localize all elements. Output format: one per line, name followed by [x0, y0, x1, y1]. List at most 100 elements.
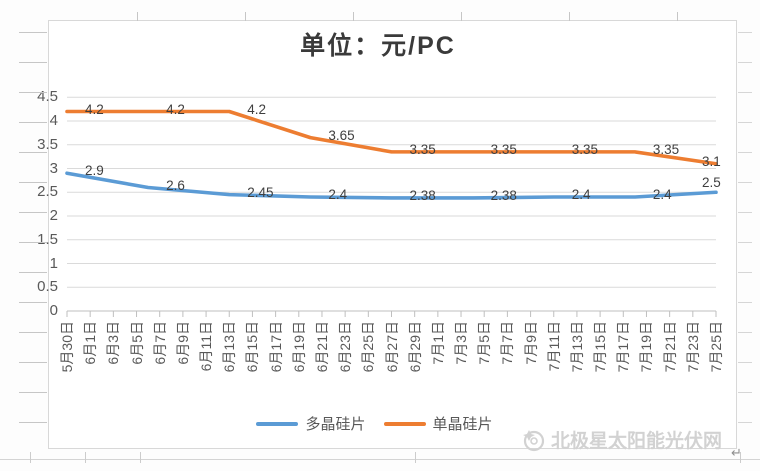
sheet-gridline-tick [140, 452, 141, 463]
data-label: 3.1 [702, 153, 721, 169]
data-label: 3.35 [571, 141, 599, 157]
sheet-gridline-tick [738, 212, 752, 213]
sheet-gridline-tick [738, 362, 752, 363]
data-label: 2.5 [702, 175, 721, 191]
data-label: 3.35 [652, 141, 680, 157]
sheet-row-divider [0, 459, 760, 460]
sheet-gridline-tick [19, 422, 47, 423]
data-label: 4.2 [166, 101, 185, 117]
y-axis-label: 4 [49, 112, 58, 129]
y-axis-label: 2.5 [37, 183, 58, 201]
sheet-gridline-tick [738, 182, 752, 183]
x-axis-label: 7月21日 [661, 321, 678, 373]
sheet-gridline-tick [19, 92, 47, 93]
sheet-gridline-tick [19, 272, 47, 273]
sheet-gridline-tick [461, 12, 462, 21]
sheet-gridline-tick [19, 242, 47, 243]
x-axis-label: 6月5日 [128, 321, 145, 365]
data-label: 2.4 [328, 187, 348, 202]
x-axis-label: 6月7日 [151, 321, 168, 365]
poly-silicon-line-sample-icon [256, 421, 299, 426]
sheet-gridline-tick [738, 152, 752, 153]
sheet-gridline-tick [85, 452, 86, 463]
sheet-gridline-tick [738, 62, 752, 63]
data-label: 2.6 [166, 177, 185, 193]
sheet-gridline-tick [19, 152, 47, 153]
y-axis-label: 3.5 [37, 135, 58, 153]
x-axis-label: 6月21日 [313, 321, 330, 373]
sheet-gridline-tick [30, 452, 31, 463]
sheet-gridline-tick [738, 122, 752, 123]
sheet-gridline-tick [19, 362, 47, 363]
sheet-gridline-tick [738, 272, 752, 273]
data-label: 3.65 [328, 127, 355, 143]
legend-item-mono-silicon-wafer: 单晶硅片 [383, 413, 493, 434]
sheet-gridline-tick [415, 452, 416, 463]
sheet-gridline-tick [677, 12, 678, 21]
x-axis-label: 6月23日 [337, 321, 354, 373]
sheet-gridline-tick [19, 62, 47, 63]
x-axis-label: 6月13日 [221, 321, 238, 373]
data-label: 4.2 [85, 101, 104, 117]
x-axis-label: 7月15日 [592, 321, 609, 373]
paragraph-return-icon: ↵ [731, 445, 742, 460]
y-axis-label: 1 [49, 254, 58, 272]
sheet-gridline-tick [19, 212, 47, 213]
beijixing-sun-star-icon [523, 429, 545, 451]
data-label: 3.35 [490, 141, 517, 157]
x-axis-label: 6月1日 [82, 321, 99, 365]
x-axis-label: 7月25日 [708, 321, 724, 373]
x-axis-label: 7月19日 [638, 321, 655, 373]
watermark: 北极星太阳能光伏网 [518, 426, 722, 453]
x-axis-label: 7月17日 [615, 321, 632, 373]
sheet-gridline-tick [137, 12, 138, 21]
sheet-gridline-tick [738, 32, 752, 33]
y-axis-label: 3 [49, 159, 58, 177]
data-label: 4.2 [247, 101, 267, 117]
x-axis-label: 6月17日 [267, 321, 284, 373]
sheet-gridline-tick [19, 332, 47, 333]
legend-label-mono-silicon: 单晶硅片 [432, 416, 493, 433]
sheet-gridline-tick [738, 92, 752, 93]
legend-item-poly-silicon-wafer: 多晶硅片 [256, 413, 366, 434]
x-axis-label: 6月19日 [290, 321, 307, 373]
sheet-gridline-tick [19, 302, 47, 303]
legend: 多晶硅片 单晶硅片 [30, 413, 719, 434]
data-label: 2.38 [490, 187, 517, 203]
mono-silicon-line-sample-icon [383, 421, 426, 426]
chart-canvas[interactable] [48, 20, 737, 449]
sheet-gridline-tick [738, 302, 752, 303]
x-axis-label: 6月25日 [360, 321, 377, 373]
data-label: 3.35 [409, 141, 436, 157]
sheet-gridline-tick [19, 392, 47, 393]
data-label: 2.45 [247, 184, 274, 200]
sheet-gridline-tick [740, 452, 741, 463]
x-axis-label: 6月11日 [198, 321, 215, 372]
x-axis-label: 6月29日 [406, 321, 423, 373]
data-label: 2.4 [652, 187, 672, 202]
sheet-gridline-tick [19, 182, 47, 183]
y-axis-label: 0.5 [37, 278, 58, 296]
x-axis-label: 7月3日 [453, 321, 470, 365]
sheet-gridline-tick [738, 332, 752, 333]
x-axis-label: 7月11日 [545, 321, 562, 372]
x-axis-label: 5月30日 [59, 321, 75, 373]
x-axis-label: 7月23日 [684, 321, 701, 373]
x-axis-label: 7月9日 [522, 321, 539, 365]
data-label: 2.38 [409, 187, 436, 203]
data-label: 2.4 [571, 187, 591, 202]
sheet-gridline-tick [245, 12, 246, 21]
x-axis-label: 6月9日 [174, 321, 191, 365]
x-axis-label: 7月13日 [568, 321, 585, 373]
x-axis-label: 6月15日 [244, 321, 261, 373]
legend-label-poly-silicon: 多晶硅片 [305, 416, 366, 433]
sheet-gridline-tick [738, 392, 752, 393]
sheet-gridline-tick [738, 422, 752, 423]
x-axis-label: 7月5日 [476, 321, 493, 365]
x-axis-label: 7月7日 [499, 321, 516, 365]
chart-title: 单位：元/PC [300, 32, 456, 60]
sheet-gridline-tick [19, 122, 47, 123]
sheet-gridline-tick [569, 12, 570, 21]
y-axis-label: 0 [49, 302, 58, 319]
